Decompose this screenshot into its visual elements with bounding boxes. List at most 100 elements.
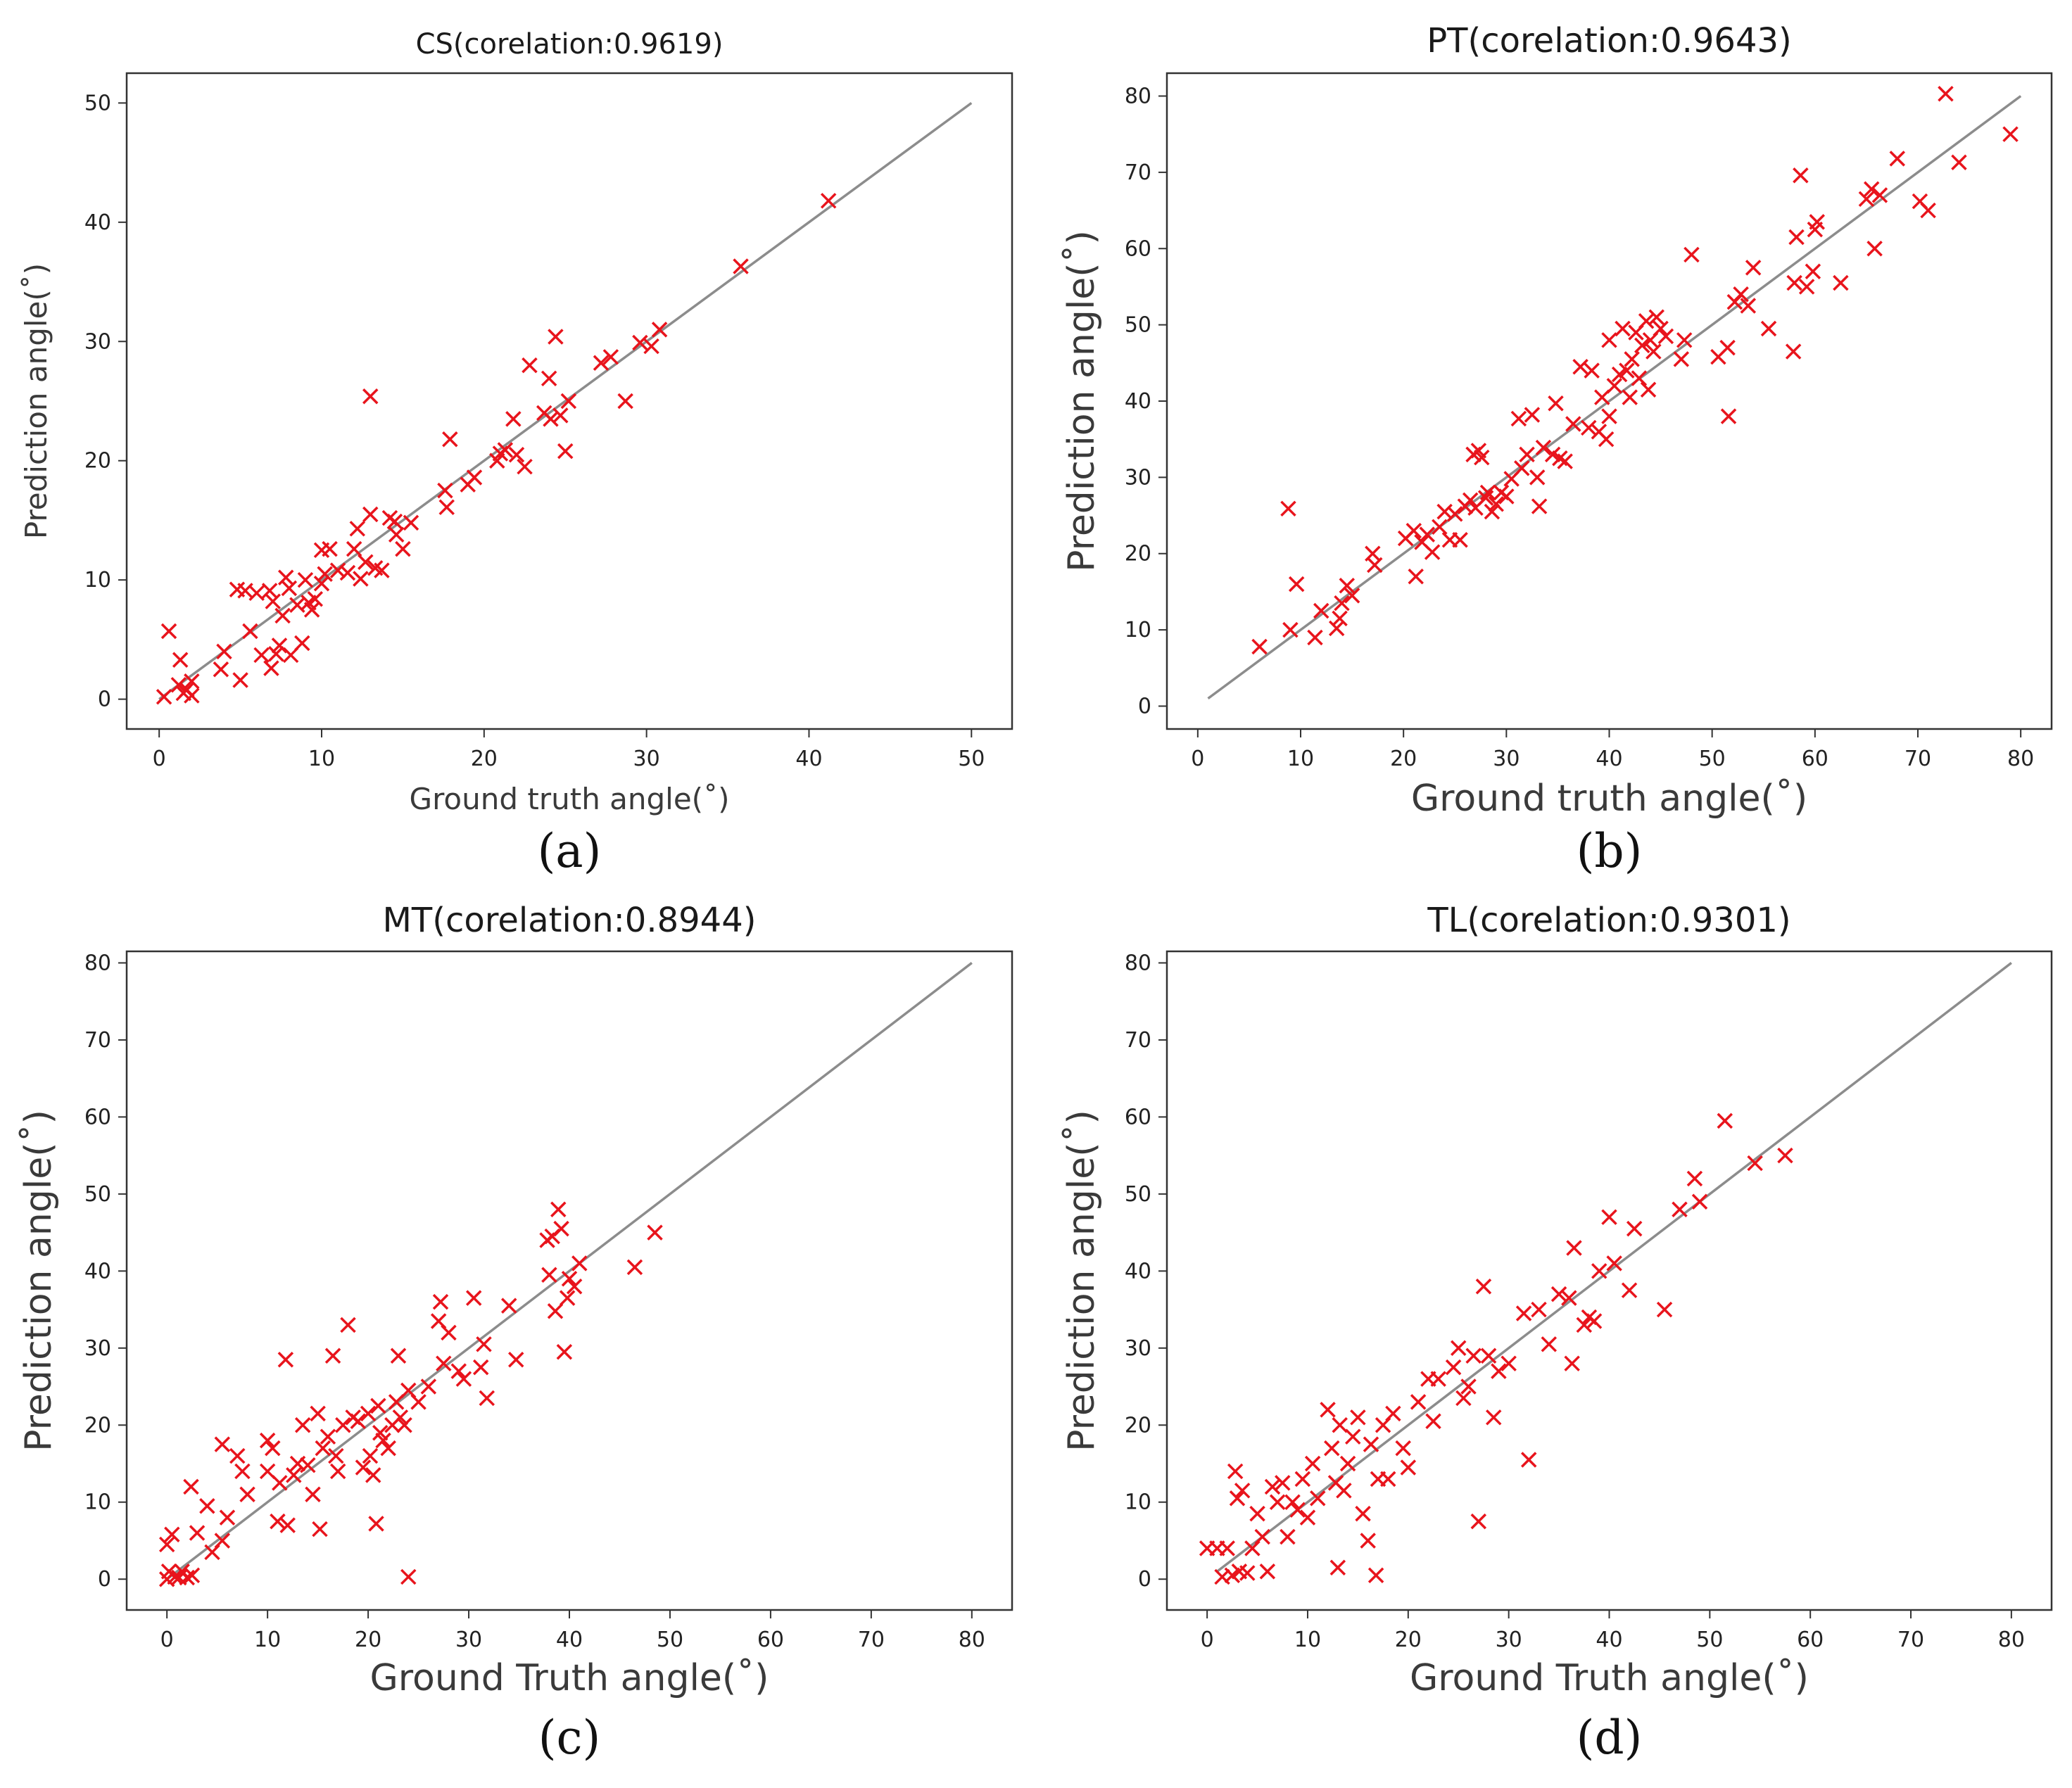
data-point	[472, 1359, 489, 1376]
data-point	[265, 593, 281, 609]
data-point	[315, 1440, 331, 1457]
data-point	[1645, 343, 1662, 360]
data-point-stroke	[1863, 181, 1880, 197]
data-point-stroke	[1786, 274, 1802, 291]
data-point-stroke	[265, 593, 281, 609]
data-point	[1535, 439, 1552, 456]
data-point-stroke	[547, 1303, 564, 1319]
data-point-stroke	[189, 1525, 206, 1541]
data-point-stroke	[1294, 1471, 1311, 1488]
data-point-stroke	[1576, 1317, 1593, 1333]
data-point	[1432, 519, 1448, 535]
y-tick-label: 20	[1125, 542, 1151, 566]
y-tick-label: 50	[1125, 313, 1151, 338]
panel-c: MT(corelation:0.8944) 0 10 20 30 40 50 60 70 80 0 1…	[18, 901, 1013, 1765]
data-point	[370, 1397, 386, 1414]
data-point-stroke	[1363, 1436, 1379, 1452]
data-point	[1777, 1147, 1793, 1164]
data-point	[1405, 522, 1422, 539]
data-point-stroke	[1470, 1513, 1487, 1530]
data-point-stroke	[268, 646, 284, 662]
data-point-stroke	[360, 1405, 377, 1422]
data-point	[647, 1224, 663, 1241]
data-point-stroke	[1410, 1394, 1427, 1410]
data-point-stroke	[1591, 1263, 1607, 1279]
data-point	[1519, 446, 1535, 463]
data-point-stroke	[442, 431, 458, 448]
data-point-stroke	[556, 1344, 573, 1360]
data-point-stroke	[432, 1293, 449, 1310]
data-point	[265, 1440, 281, 1457]
data-point-stroke	[1367, 1567, 1384, 1583]
y-tick-label: 30	[84, 1336, 111, 1361]
data-point-stroke	[312, 1521, 328, 1537]
data-point-stroke	[1227, 1463, 1244, 1480]
data-point-stroke	[234, 1463, 251, 1480]
data-point-stroke	[340, 1317, 356, 1333]
data-point	[274, 607, 291, 624]
data-point-stroke	[1833, 274, 1849, 291]
data-point-stroke	[1548, 395, 1564, 412]
x-tick-label: 20	[1390, 747, 1417, 771]
data-point	[1275, 1475, 1291, 1491]
data-point	[248, 585, 265, 602]
data-point-stroke	[310, 1405, 326, 1422]
x-tick-label: 30	[455, 1628, 482, 1652]
data-point-stroke	[1339, 1455, 1356, 1472]
data-point-stroke	[328, 1447, 344, 1464]
data-point	[1249, 1505, 1265, 1522]
data-point	[1485, 1409, 1502, 1426]
data-point	[272, 1475, 288, 1491]
data-point	[1624, 351, 1640, 367]
data-point	[465, 1290, 482, 1306]
data-point-stroke	[1584, 362, 1600, 379]
chart-title: MT(corelation:0.8944)	[383, 901, 757, 940]
data-point	[1786, 274, 1802, 291]
data-point	[1626, 1220, 1643, 1237]
data-point-stroke	[372, 1424, 388, 1441]
data-point	[312, 1521, 328, 1537]
data-point-stroke	[1419, 526, 1436, 543]
y-tick-label: 80	[1125, 951, 1151, 975]
data-point	[307, 591, 323, 607]
data-point	[1531, 498, 1548, 514]
data-point-stroke	[593, 355, 609, 372]
data-point	[400, 1568, 417, 1585]
panel-caption: (d)	[1577, 1711, 1643, 1765]
y-tick-label: 70	[84, 1028, 111, 1053]
data-point	[358, 554, 374, 571]
data-point-stroke	[307, 591, 323, 607]
data-point	[1785, 343, 1802, 360]
x-tick-label: 0	[160, 1628, 174, 1652]
data-point-stroke	[1606, 1255, 1622, 1272]
data-point-stroke	[1498, 488, 1515, 505]
data-point-stroke	[183, 1478, 199, 1495]
data-point-stroke	[370, 1397, 386, 1414]
y-tick-label: 0	[98, 687, 111, 712]
y-tick-label: 30	[84, 329, 111, 354]
data-point	[1380, 1471, 1396, 1488]
data-point	[261, 583, 278, 599]
data-point	[1691, 1193, 1708, 1210]
data-point-stroke	[1624, 351, 1640, 367]
data-point	[277, 569, 294, 586]
data-point-stroke	[1777, 1147, 1793, 1164]
data-point	[1491, 1363, 1507, 1379]
data-point-stroke	[1367, 557, 1383, 573]
data-point-stroke	[242, 623, 258, 640]
data-point	[232, 672, 248, 688]
data-point	[374, 562, 390, 578]
data-point-stroke	[1798, 279, 1815, 295]
data-point-stroke	[1405, 522, 1422, 539]
data-point	[396, 1417, 412, 1433]
data-point-stroke	[1289, 1502, 1306, 1518]
data-point-stroke	[184, 687, 200, 704]
data-point	[328, 1447, 344, 1464]
data-point	[602, 349, 619, 365]
data-point	[1395, 1440, 1411, 1457]
data-point-stroke	[820, 193, 837, 209]
data-point-stroke	[1557, 453, 1573, 469]
data-point	[566, 1278, 583, 1295]
data-point-stroke	[1488, 496, 1504, 512]
